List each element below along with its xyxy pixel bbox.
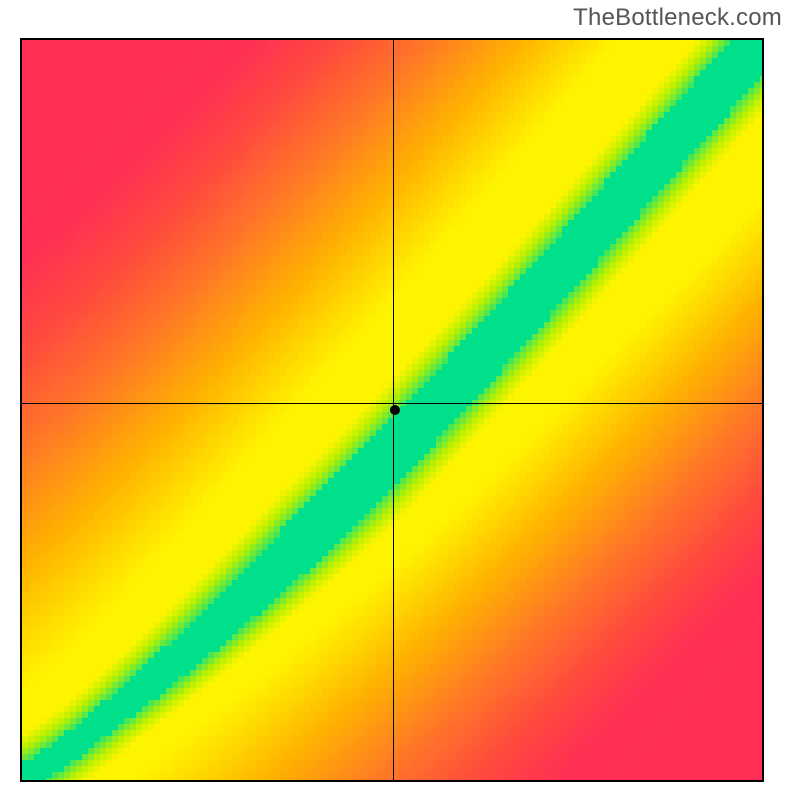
plot-frame xyxy=(20,38,764,782)
root: TheBottleneck.com xyxy=(0,0,800,800)
marker-dot xyxy=(390,405,400,415)
crosshair-horizontal xyxy=(22,403,762,404)
attribution-text: TheBottleneck.com xyxy=(573,4,782,32)
